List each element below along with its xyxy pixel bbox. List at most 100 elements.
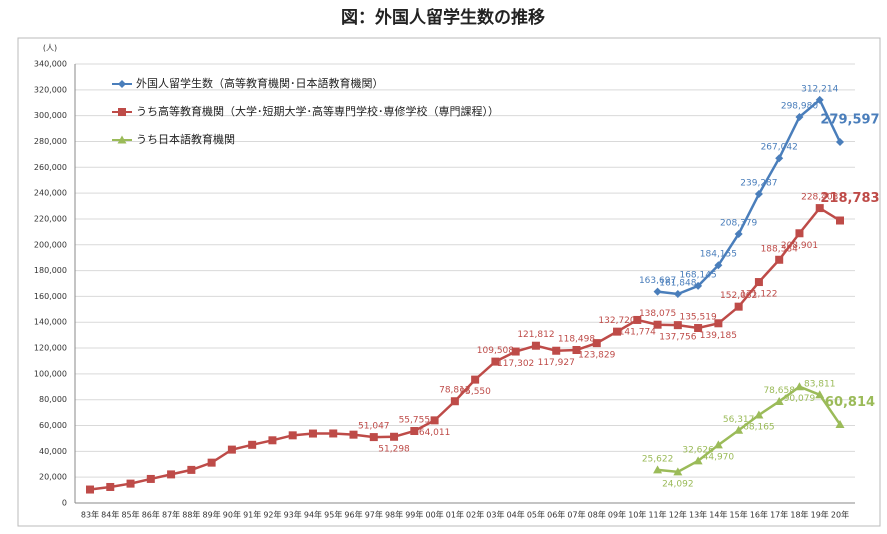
- point-marker: [754, 410, 764, 419]
- data-label: 139,185: [700, 331, 737, 341]
- x-tick-label: 15年: [730, 510, 748, 520]
- y-tick-label: 140,000: [34, 318, 67, 327]
- data-label: 51,047: [358, 422, 390, 432]
- legend-label: うち高等教育機関（大学･短期大学･高等専門学校･専修学校（専門課程））: [136, 104, 499, 118]
- y-tick-label: 180,000: [34, 266, 67, 275]
- point-marker: [673, 290, 682, 299]
- data-label: 83,811: [804, 379, 836, 389]
- legend-marker: [118, 108, 126, 116]
- x-tick-label: 86年: [142, 510, 160, 520]
- point-marker: [633, 315, 642, 324]
- data-label: 228,403: [801, 193, 838, 203]
- data-label: 298,980: [781, 101, 818, 111]
- point-marker: [673, 321, 682, 330]
- point-marker: [815, 204, 824, 213]
- x-tick-label: 94年: [304, 510, 322, 520]
- x-tick-label: 08年: [588, 510, 606, 520]
- point-marker: [714, 261, 723, 270]
- point-marker: [552, 346, 561, 355]
- data-label: 279,597: [820, 112, 879, 127]
- x-tick-label: 84年: [101, 510, 119, 520]
- x-tick-label: 07年: [567, 510, 585, 520]
- legend-marker: [118, 80, 126, 88]
- point-marker: [693, 456, 703, 465]
- point-marker: [795, 229, 804, 238]
- x-tick-label: 16年: [750, 510, 768, 520]
- data-label: 218,783: [820, 191, 879, 206]
- data-label: 95,550: [459, 387, 491, 397]
- y-tick-label: 40,000: [39, 447, 67, 456]
- data-label: 135,519: [679, 313, 716, 323]
- x-tick-label: 87年: [162, 510, 180, 520]
- y-tick-label: 240,000: [34, 189, 67, 198]
- data-label: 184,155: [700, 250, 737, 260]
- data-label: 168,145: [679, 270, 716, 280]
- point-marker: [694, 281, 703, 290]
- data-label: 55,755: [399, 416, 431, 426]
- data-label: 163,697: [639, 276, 676, 286]
- point-marker: [794, 382, 804, 391]
- legend-label: うち日本語教育機関: [136, 132, 235, 146]
- x-tick-label: 95年: [324, 510, 342, 520]
- point-marker: [653, 320, 662, 329]
- point-marker: [207, 458, 216, 467]
- data-label: 312,214: [801, 84, 838, 94]
- x-tick-label: 01年: [446, 510, 464, 520]
- point-marker: [613, 327, 622, 336]
- point-marker: [734, 302, 743, 311]
- point-marker: [248, 440, 257, 449]
- y-tick-label: 0: [62, 499, 67, 508]
- x-tick-label: 11年: [648, 510, 666, 520]
- data-label: 121,812: [517, 330, 554, 340]
- x-tick-label: 91年: [243, 510, 261, 520]
- point-marker: [531, 341, 540, 350]
- point-marker: [836, 137, 844, 146]
- point-marker: [86, 485, 94, 494]
- data-label: 161,848: [659, 279, 696, 289]
- data-label: 51,298: [378, 444, 410, 454]
- data-label: 152,062: [720, 291, 757, 301]
- point-marker: [329, 429, 338, 438]
- series-line: [657, 97, 842, 296]
- y-tick-label: 320,000: [34, 85, 67, 94]
- data-label: 141,774: [619, 327, 656, 337]
- x-tick-label: 00年: [426, 510, 444, 520]
- data-label: 25,622: [642, 454, 674, 464]
- data-label: 78,658: [763, 386, 795, 396]
- point-marker: [714, 319, 723, 328]
- x-tick-label: 98年: [385, 510, 403, 520]
- data-label: 24,092: [662, 479, 694, 489]
- point-marker: [410, 427, 419, 436]
- x-tick-label: 97年: [365, 510, 383, 520]
- point-marker: [754, 190, 763, 199]
- point-marker: [268, 436, 277, 445]
- y-tick-label: 60,000: [39, 421, 67, 430]
- x-tick-label: 03年: [486, 510, 504, 520]
- data-label: 78,812: [439, 386, 471, 396]
- x-tick-label: 92年: [263, 510, 281, 520]
- point-marker: [774, 396, 784, 405]
- point-marker: [592, 339, 601, 348]
- y-axis-label: (人): [43, 44, 57, 53]
- x-tick-label: 18年: [790, 510, 808, 520]
- data-label: 171,122: [740, 290, 777, 300]
- point-marker: [694, 324, 703, 333]
- x-tick-label: 88年: [182, 510, 200, 520]
- point-marker: [653, 287, 662, 296]
- x-tick-label: 85年: [121, 510, 139, 520]
- point-marker: [572, 345, 581, 354]
- data-label: 64,011: [419, 428, 451, 438]
- point-marker: [126, 479, 135, 488]
- point-marker: [775, 154, 784, 163]
- point-marker: [450, 397, 459, 406]
- point-marker: [673, 467, 683, 476]
- x-tick-label: 83年: [81, 510, 99, 520]
- data-label: 239,287: [740, 179, 777, 189]
- chart-title: 図：外国人留学生数の推移: [341, 7, 545, 28]
- point-marker: [754, 278, 763, 287]
- x-tick-label: 93年: [284, 510, 302, 520]
- x-tick-label: 02年: [466, 510, 484, 520]
- data-label: 208,901: [781, 241, 818, 251]
- data-label: 138,075: [639, 309, 676, 319]
- data-label: 137,756: [659, 333, 696, 343]
